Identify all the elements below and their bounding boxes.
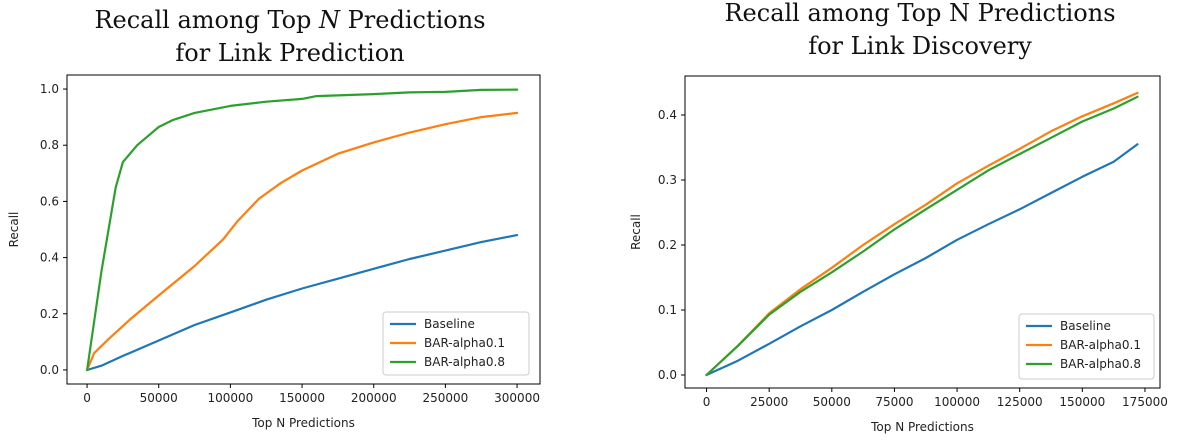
- chart-2-plot-area: [705, 91, 1139, 377]
- chart-2-title: Recall among Top N Predictions for Link …: [660, 0, 1177, 63]
- x-tick-label: 200000: [351, 391, 397, 405]
- x-tick-label: 50000: [813, 395, 851, 409]
- chart-2-title-line2: for Link Discovery: [808, 32, 1032, 60]
- chart-1-plot-area: [85, 88, 519, 372]
- y-tick-label: 0.0: [658, 368, 677, 382]
- x-tick-label: 0: [83, 391, 91, 405]
- y-tick-label: 0.2: [658, 238, 677, 252]
- y-tick-label: 0.1: [658, 303, 677, 317]
- x-tick-label: 75000: [875, 395, 913, 409]
- x-axis-label: Top N Predictions: [251, 416, 355, 430]
- y-tick-label: 0.6: [40, 194, 59, 208]
- series-line-bar-alpha0-1: [85, 111, 519, 372]
- legend: Baseline BAR-alpha0.1 BAR-alpha0.8: [382, 311, 530, 376]
- series-line-bar-alpha0-8: [85, 88, 519, 372]
- chart-1-title-line1: Recall among Top: [94, 6, 320, 34]
- y-tick-label: 0.8: [40, 138, 59, 152]
- y-tick-label: 0.2: [40, 307, 59, 321]
- legend: Baseline BAR-alpha0.1 BAR-alpha0.8: [1018, 313, 1155, 380]
- x-tick-label: 150000: [279, 391, 325, 405]
- chart-1: 0 50000 100000 150000 200000 250000 300000 0.0 0…: [7, 74, 541, 430]
- y-tick-label: 0.4: [40, 251, 59, 265]
- legend-entry-label: BAR-alpha0.8: [424, 355, 505, 369]
- legend-entry-label: Baseline: [424, 317, 475, 331]
- series-line-baseline: [85, 234, 519, 372]
- x-tick-label: 175000: [1122, 395, 1168, 409]
- series-line-bar-alpha0-8: [705, 95, 1139, 377]
- y-tick-label: 0.3: [658, 173, 677, 187]
- legend-box: [1018, 313, 1155, 380]
- legend-entry-label: Baseline: [1060, 319, 1111, 333]
- chart-1-title-line1-end: Predictions: [340, 6, 486, 34]
- x-tick-label: 50000: [140, 391, 178, 405]
- chart-2-title-line1: Recall among Top N Predictions: [724, 0, 1116, 27]
- x-tick-label: 300000: [494, 391, 540, 405]
- chart-2: 0 25000 50000 75000 100000 125000 150000 175000…: [629, 75, 1168, 434]
- series-line-baseline: [705, 143, 1139, 377]
- series-line-bar-alpha0-1: [705, 91, 1139, 377]
- plot-frame: [66, 74, 541, 385]
- x-tick-label: 25000: [750, 395, 788, 409]
- x-tick-label: 125000: [997, 395, 1043, 409]
- legend-entry-label: BAR-alpha0.8: [1060, 357, 1141, 371]
- y-axis-label: Recall: [7, 212, 21, 248]
- x-tick-label: 250000: [422, 391, 468, 405]
- chart-1-title: Recall among Top N Predictions for Link …: [30, 4, 550, 70]
- y-tick-label: 1.0: [40, 82, 59, 96]
- legend-entry-label: BAR-alpha0.1: [1060, 338, 1141, 352]
- x-tick-label: 150000: [1059, 395, 1105, 409]
- x-tick-label: 0: [703, 395, 711, 409]
- chart-1-title-line2: for Link Prediction: [175, 39, 405, 67]
- y-axis-label: Recall: [629, 214, 643, 250]
- x-tick-label: 100000: [207, 391, 253, 405]
- x-axis-label: Top N Predictions: [870, 420, 974, 434]
- x-tick-label: 100000: [934, 395, 980, 409]
- y-tick-label: 0.4: [658, 108, 677, 122]
- plot-frame: [684, 75, 1161, 389]
- y-tick-label: 0.0: [40, 363, 59, 377]
- legend-box: [382, 311, 530, 376]
- chart-1-title-var: N: [319, 6, 341, 34]
- legend-entry-label: BAR-alpha0.1: [424, 336, 505, 350]
